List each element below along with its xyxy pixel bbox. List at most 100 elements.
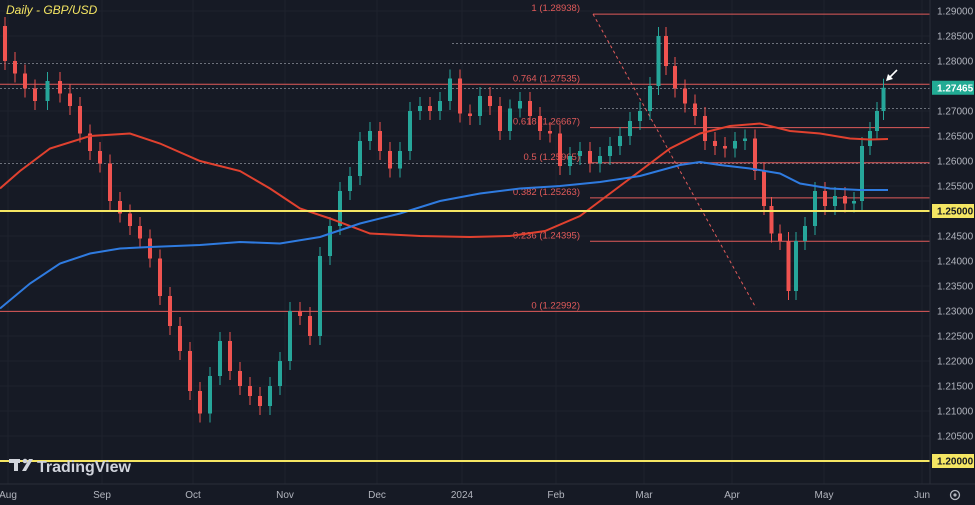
candle-body [618, 136, 622, 146]
price-tick-label: 1.29000 [937, 7, 974, 18]
candle-body [860, 146, 864, 201]
candle-body [68, 93, 72, 106]
candle-body [656, 36, 661, 86]
fib-level-label: 1 (1.28938) [531, 3, 580, 14]
price-tick-label: 1.21500 [937, 382, 974, 393]
pointer-arrow-icon [886, 69, 898, 81]
candle-body [3, 26, 7, 61]
time-tick-label: Oct [185, 490, 201, 501]
candle-body [318, 256, 322, 336]
candle-body [158, 258, 162, 296]
candle-body [408, 111, 412, 151]
candle-body [628, 121, 632, 136]
price-tick-label: 1.22000 [937, 357, 974, 368]
candle-body [188, 351, 192, 391]
candle-body [794, 241, 798, 291]
candle-body [468, 113, 472, 116]
tradingview-logo-icon [9, 458, 33, 471]
candle-body [348, 176, 352, 191]
candle-body [753, 138, 757, 171]
candle-body [498, 106, 502, 131]
price-tick-label: 1.26500 [937, 132, 974, 143]
candle-body [128, 213, 132, 226]
candle-body [378, 131, 382, 151]
fib-level-label: 0.618 (1.26667) [513, 117, 580, 128]
fib-level-label: 0.236 (1.24395) [513, 230, 580, 241]
candlestick-series [3, 17, 886, 423]
price-tick-label: 1.24000 [937, 257, 974, 268]
candle-body [398, 151, 402, 169]
candle-body [33, 88, 37, 101]
candle-body [778, 233, 782, 241]
price-tick-label: 1.25500 [937, 182, 974, 193]
tradingview-logo: TradingView [9, 458, 132, 476]
time-tick-label: 2024 [451, 490, 474, 501]
price-tick-label: 1.23000 [937, 307, 974, 318]
dashed-reference-lines [0, 43, 930, 164]
candle-body [843, 196, 847, 204]
tradingview-logo-text: TradingView [37, 459, 132, 476]
candle-body [328, 226, 332, 256]
candle-body [664, 36, 668, 66]
candle-body [743, 138, 747, 141]
candle-body [786, 241, 791, 291]
candle-body [833, 196, 837, 206]
candle-body [518, 101, 522, 109]
candle-body [23, 73, 27, 89]
level-price-badge [932, 204, 974, 218]
candle-body [258, 396, 262, 406]
candle-body [769, 206, 774, 234]
candle-body [108, 163, 112, 201]
candle-body [298, 311, 302, 316]
price-tick-label: 1.28000 [937, 57, 974, 68]
time-axis[interactable]: Aug Sep Oct Nov Dec 2024 Feb Mar Apr May Jun [0, 490, 930, 501]
time-tick-label: Sep [93, 490, 111, 501]
candle-body [638, 111, 642, 121]
candle-body [218, 341, 222, 376]
fib-level-label: 0.5 (1.25965) [523, 152, 580, 163]
fibonacci-retracement[interactable]: 1 (1.28938) 0.764 (1.27535) 0.618 (1.26667… [0, 3, 930, 312]
time-tick-label: Aug [0, 490, 17, 501]
candle-body [538, 116, 542, 131]
candle-body [288, 311, 292, 361]
level-price-badge-text: 1.20000 [937, 457, 974, 468]
price-axis[interactable]: 1.29000 1.28500 1.28000 1.27000 1.26500 1.260… [937, 7, 974, 468]
candle-body [762, 171, 766, 206]
candle-body [558, 133, 562, 166]
candle-body [208, 376, 212, 414]
candle-body [278, 361, 282, 386]
settings-gear-icon[interactable] [949, 489, 961, 501]
candle-body [228, 341, 232, 371]
candle-body [488, 96, 492, 106]
price-tick-label: 1.23500 [937, 282, 974, 293]
fib-trend-line[interactable] [592, 13, 757, 309]
candle-body [875, 111, 879, 131]
candle-body [268, 386, 272, 406]
time-tick-label: May [815, 490, 834, 501]
time-tick-label: Dec [368, 490, 386, 501]
level-price-badge-text: 1.25000 [937, 207, 974, 218]
candle-body [238, 371, 242, 386]
candle-body [45, 81, 50, 101]
highlight-levels[interactable] [0, 210, 930, 462]
candle-body [178, 326, 182, 351]
fib-level-label: 0.382 (1.25263) [513, 187, 580, 198]
candle-body [578, 151, 582, 156]
candle-body [88, 133, 92, 151]
candle-body [528, 101, 532, 116]
candle-body [881, 87, 886, 111]
time-tick-label: Feb [547, 490, 565, 501]
fib-level-label: 0 (1.22992) [531, 300, 580, 311]
candle-body [458, 78, 462, 114]
candle-body [588, 151, 592, 164]
candle-body [598, 156, 602, 164]
candle-body [673, 66, 677, 89]
candle-body [13, 61, 17, 74]
last-price-badge-text: 1.27465 [937, 83, 974, 94]
price-tick-label: 1.24500 [937, 232, 974, 243]
candle-body [438, 101, 442, 111]
time-tick-label: Jun [914, 490, 930, 501]
time-tick-label: Apr [724, 490, 740, 501]
